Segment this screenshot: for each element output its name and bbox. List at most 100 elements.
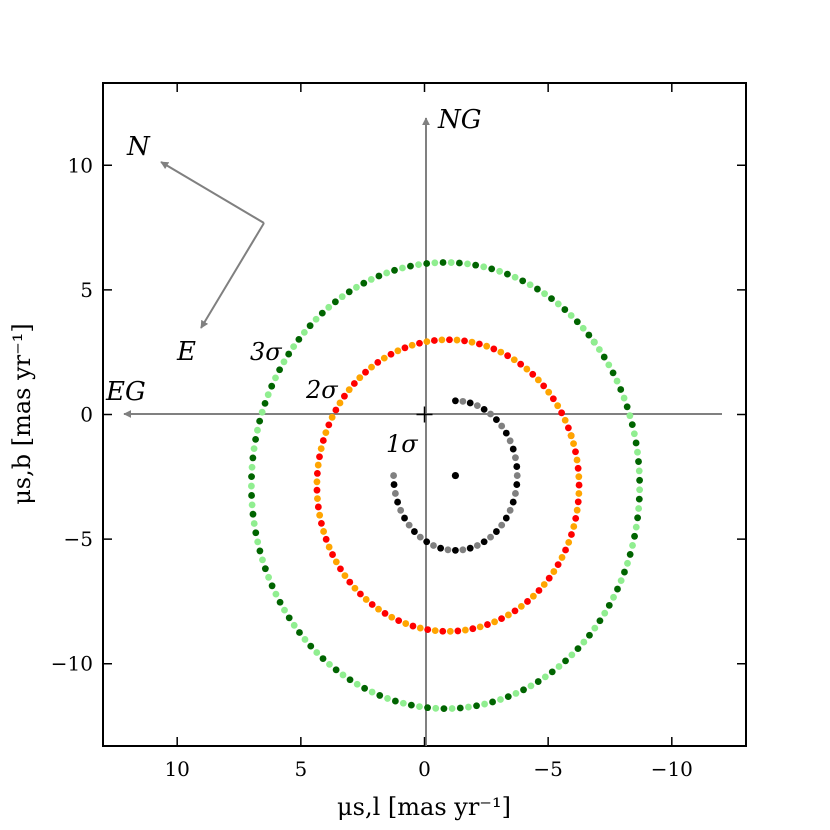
data-point-1sigma: [509, 498, 517, 506]
data-point-3sigma: [338, 293, 346, 301]
data-point-3sigma: [555, 663, 563, 670]
data-point-3sigma: [504, 270, 511, 278]
data-point-3sigma: [554, 300, 562, 308]
data-point-2sigma: [439, 627, 447, 635]
data-point-3sigma: [326, 660, 333, 668]
data-point-2sigma: [380, 354, 388, 362]
data-point-3sigma: [399, 699, 407, 707]
data-point-3sigma: [250, 520, 258, 527]
data-point-2sigma: [469, 625, 477, 633]
data-point-3sigma: [447, 259, 455, 266]
data-point-2sigma: [529, 370, 537, 378]
data-point-3sigma: [568, 651, 576, 659]
data-point-3sigma: [596, 617, 604, 625]
contour-label-3sigma: 3σ: [250, 338, 282, 366]
data-point-2sigma: [572, 515, 580, 522]
data-point-3sigma: [265, 573, 272, 581]
data-point-3sigma: [280, 358, 288, 366]
data-point-2sigma: [534, 376, 542, 384]
data-point-2sigma: [565, 538, 573, 546]
data-point-3sigma: [318, 309, 326, 317]
data-point-2sigma: [332, 406, 340, 414]
data-point-3sigma: [488, 265, 496, 273]
data-point-3sigma: [561, 306, 569, 313]
x-tick-label: −5: [533, 757, 562, 781]
y-axis-label: μs,b [mas yr⁻¹]: [8, 323, 36, 505]
data-point-2sigma: [381, 610, 389, 617]
data-point-2sigma: [554, 561, 562, 569]
data-point-3sigma: [541, 290, 548, 298]
data-point-2sigma: [316, 511, 324, 519]
data-point-3sigma: [384, 695, 391, 702]
data-point-2sigma: [423, 338, 431, 346]
data-point-2sigma: [350, 380, 358, 387]
data-point-1sigma: [391, 490, 399, 497]
data-point-3sigma: [391, 697, 399, 705]
data-point-2sigma: [511, 607, 519, 615]
data-point-2sigma: [322, 429, 330, 437]
data-point-3sigma: [480, 263, 488, 271]
contour-label-1sigma: 1σ: [386, 430, 418, 458]
data-point-3sigma: [300, 328, 308, 336]
data-point-3sigma: [632, 439, 640, 447]
data-point-3sigma: [368, 688, 376, 696]
data-point-1sigma: [502, 514, 510, 522]
data-point-1sigma: [480, 405, 488, 413]
data-point-2sigma: [313, 470, 321, 477]
data-point-2sigma: [545, 574, 553, 582]
data-point-2sigma: [575, 473, 583, 481]
data-point-3sigma: [496, 267, 503, 275]
data-point-2sigma: [453, 336, 461, 344]
data-point-2sigma: [337, 565, 344, 573]
data-point-3sigma: [548, 295, 555, 303]
data-point-3sigma: [512, 690, 520, 697]
data-point-3sigma: [416, 703, 423, 710]
data-point-2sigma: [573, 456, 581, 464]
data-point-3sigma: [399, 264, 406, 272]
data-point-2sigma: [475, 340, 483, 348]
data-point-1sigma: [487, 533, 494, 541]
data-point-3sigma: [281, 606, 288, 614]
data-point-2sigma: [549, 395, 557, 403]
data-point-2sigma: [424, 626, 432, 633]
data-point-2sigma: [314, 495, 321, 502]
data-point-3sigma: [256, 417, 264, 425]
data-point-2sigma: [558, 554, 566, 561]
data-point-3sigma: [258, 408, 266, 416]
data-point-3sigma: [605, 601, 613, 609]
data-point-1sigma: [466, 399, 474, 407]
data-point-2sigma: [374, 359, 382, 366]
data-point-2sigma: [461, 626, 469, 634]
data-point-3sigma: [261, 399, 269, 407]
data-point-2sigma: [517, 360, 525, 368]
data-point-3sigma: [252, 529, 260, 537]
data-point-3sigma: [276, 598, 284, 606]
y-tick-label: 10: [68, 153, 93, 177]
data-point-2sigma: [368, 601, 376, 608]
data-point-2sigma: [314, 503, 322, 511]
data-point-2sigma: [345, 386, 353, 394]
data-point-3sigma: [629, 542, 636, 549]
data-point-3sigma: [636, 476, 643, 484]
data-point-3sigma: [456, 704, 464, 712]
data-point-3sigma: [431, 259, 439, 267]
equatorial-east-arrow: [200, 222, 265, 329]
data-point-3sigma: [520, 686, 527, 694]
data-point-2sigma: [574, 464, 582, 472]
data-point-3sigma: [367, 276, 375, 283]
data-point-2sigma: [529, 592, 537, 600]
data-point-2sigma: [570, 523, 578, 530]
y-tick-label: −5: [64, 527, 93, 551]
data-point-1sigma: [473, 402, 481, 410]
data-point-3sigma: [620, 394, 628, 402]
data-point-3sigma: [332, 666, 340, 674]
data-point-2sigma: [395, 617, 403, 625]
data-point-3sigma: [290, 621, 298, 629]
y-axis-ticks: 10 5 0 −5 −10: [51, 153, 746, 676]
data-point-2sigma: [446, 627, 454, 635]
data-point-3sigma: [636, 486, 644, 494]
data-point-2sigma: [356, 374, 364, 382]
data-point-2sigma: [336, 399, 344, 407]
data-point-1sigma: [401, 514, 408, 522]
data-point-2sigma: [416, 624, 424, 632]
